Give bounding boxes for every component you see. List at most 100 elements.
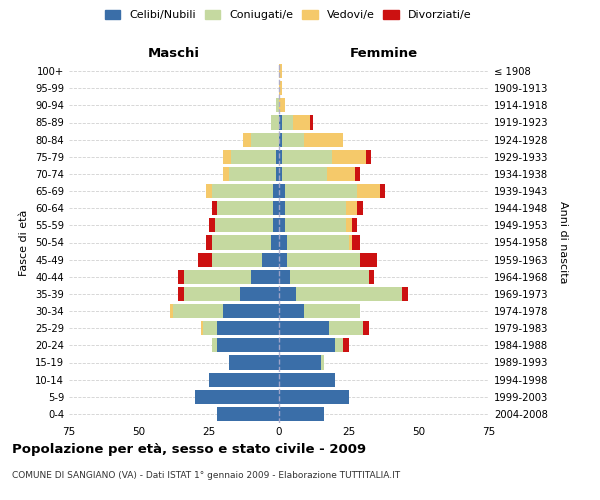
Bar — [242, 132, 251, 146]
Bar — [170, 304, 173, 318]
Bar — [352, 236, 360, 250]
Bar — [380, 184, 385, 198]
Bar — [296, 287, 402, 301]
Bar — [321, 356, 324, 370]
Bar — [279, 132, 282, 146]
Bar — [203, 321, 217, 335]
Bar — [282, 132, 304, 146]
Bar — [279, 252, 287, 266]
Bar — [212, 252, 262, 266]
Bar — [279, 287, 296, 301]
Bar — [279, 390, 349, 404]
Bar — [209, 372, 279, 386]
Bar — [279, 116, 282, 130]
Bar — [251, 132, 279, 146]
Bar — [229, 356, 279, 370]
Bar — [335, 338, 343, 352]
Bar — [217, 201, 274, 215]
Bar — [346, 218, 352, 232]
Bar — [343, 338, 349, 352]
Bar — [355, 167, 360, 181]
Y-axis label: Anni di nascita: Anni di nascita — [558, 201, 568, 284]
Bar — [217, 407, 279, 421]
Bar — [279, 236, 287, 250]
Bar — [304, 132, 343, 146]
Bar — [329, 321, 363, 335]
Text: Femmine: Femmine — [350, 47, 418, 60]
Text: COMUNE DI SANGIANO (VA) - Dati ISTAT 1° gennaio 2009 - Elaborazione TUTTITALIA.I: COMUNE DI SANGIANO (VA) - Dati ISTAT 1° … — [12, 471, 400, 480]
Bar — [217, 338, 279, 352]
Bar — [217, 321, 279, 335]
Bar — [358, 201, 363, 215]
Bar — [402, 287, 408, 301]
Bar — [206, 236, 212, 250]
Bar — [209, 218, 215, 232]
Bar — [279, 338, 335, 352]
Bar — [184, 270, 251, 284]
Bar — [251, 270, 279, 284]
Bar — [276, 150, 279, 164]
Bar — [368, 270, 374, 284]
Bar — [279, 304, 304, 318]
Bar — [184, 287, 240, 301]
Bar — [223, 304, 279, 318]
Bar — [282, 167, 326, 181]
Bar — [349, 236, 352, 250]
Bar — [284, 184, 358, 198]
Bar — [178, 287, 184, 301]
Bar — [212, 201, 217, 215]
Bar — [352, 218, 358, 232]
Bar — [279, 150, 282, 164]
Bar — [223, 150, 232, 164]
Bar — [274, 201, 279, 215]
Bar — [274, 218, 279, 232]
Bar — [358, 184, 380, 198]
Bar — [282, 116, 293, 130]
Bar — [279, 201, 284, 215]
Bar — [279, 356, 321, 370]
Bar — [240, 287, 279, 301]
Bar — [212, 236, 271, 250]
Bar — [287, 252, 360, 266]
Bar — [279, 184, 284, 198]
Bar — [304, 304, 360, 318]
Text: Popolazione per età, sesso e stato civile - 2009: Popolazione per età, sesso e stato civil… — [12, 442, 366, 456]
Bar — [290, 270, 368, 284]
Bar — [274, 184, 279, 198]
Bar — [287, 236, 349, 250]
Bar — [310, 116, 313, 130]
Bar — [279, 407, 324, 421]
Bar — [206, 184, 212, 198]
Bar — [279, 372, 335, 386]
Legend: Celibi/Nubili, Coniugati/e, Vedovi/e, Divorziati/e: Celibi/Nubili, Coniugati/e, Vedovi/e, Di… — [100, 6, 476, 25]
Bar — [215, 218, 274, 232]
Bar — [232, 150, 276, 164]
Bar — [178, 270, 184, 284]
Text: Maschi: Maschi — [148, 47, 200, 60]
Bar — [279, 218, 284, 232]
Bar — [363, 321, 368, 335]
Bar — [262, 252, 279, 266]
Bar — [229, 167, 276, 181]
Bar — [200, 321, 203, 335]
Bar — [326, 167, 355, 181]
Bar — [198, 252, 212, 266]
Bar — [173, 304, 223, 318]
Y-axis label: Fasce di età: Fasce di età — [19, 210, 29, 276]
Bar — [195, 390, 279, 404]
Bar — [366, 150, 371, 164]
Bar — [223, 167, 229, 181]
Bar — [332, 150, 366, 164]
Bar — [282, 150, 332, 164]
Bar — [271, 236, 279, 250]
Bar — [279, 81, 282, 95]
Bar — [276, 167, 279, 181]
Bar — [276, 98, 279, 112]
Bar — [271, 116, 279, 130]
Bar — [279, 64, 282, 78]
Bar — [279, 270, 290, 284]
Bar — [279, 321, 329, 335]
Bar — [284, 201, 346, 215]
Bar — [212, 338, 217, 352]
Bar — [284, 218, 346, 232]
